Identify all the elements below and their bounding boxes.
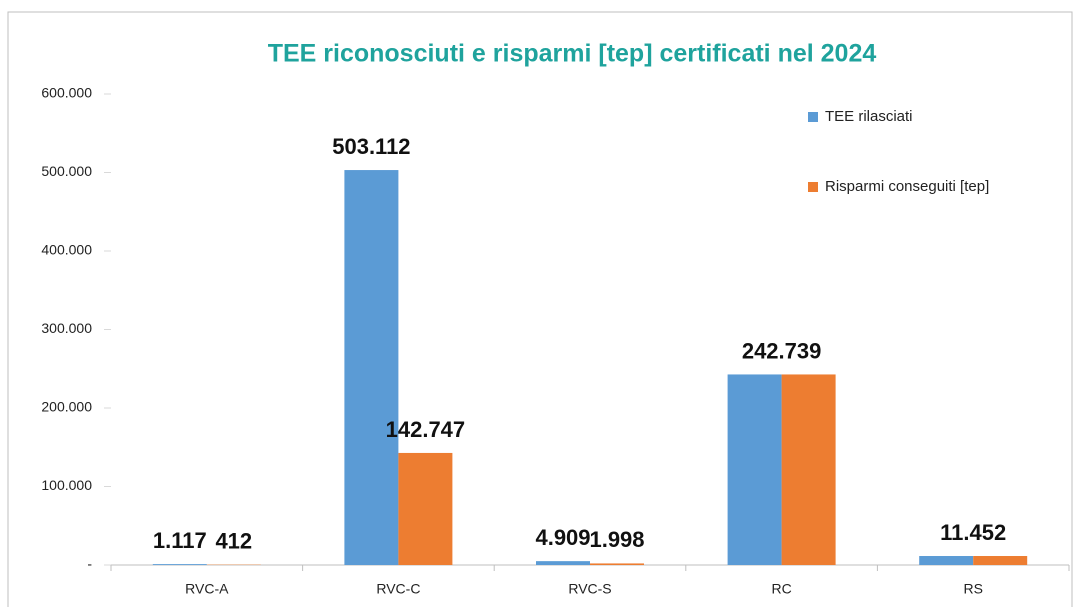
data-label: 412 (215, 528, 252, 553)
x-tick-label: RS (963, 581, 982, 597)
bar (727, 374, 782, 565)
y-tick-label: 300.000 (41, 320, 92, 336)
y-tick-label: 400.000 (41, 242, 92, 258)
legend-swatch (808, 182, 818, 192)
x-tick-label: RC (771, 581, 791, 597)
x-tick-label: RVC-S (568, 581, 611, 597)
data-label: 11.452 (940, 520, 1006, 545)
y-tick-label: 100.000 (41, 477, 92, 493)
x-tick-label: RVC-A (185, 581, 229, 597)
bar (590, 563, 644, 565)
x-tick-label: RVC-C (376, 581, 420, 597)
y-tick-label: 500.000 (41, 163, 92, 179)
legend-label: TEE rilasciati (825, 108, 913, 125)
bar (344, 170, 399, 566)
y-tick-label: - (87, 556, 92, 572)
legend-swatch (808, 112, 818, 122)
data-label: 1.117 (153, 528, 207, 553)
bar (973, 556, 1028, 565)
bar (152, 564, 207, 565)
bar (781, 374, 836, 565)
data-label: 4.909 (535, 525, 590, 550)
data-label: 1.998 (589, 527, 644, 552)
bar (919, 556, 974, 565)
bar (536, 561, 590, 565)
legend-label: Risparmi conseguiti [tep] (825, 178, 989, 195)
chart-title: TEE riconosciuti e risparmi [tep] certif… (268, 40, 877, 68)
data-label: 142.747 (386, 417, 466, 442)
bar (398, 452, 453, 565)
y-tick-label: 200.000 (41, 399, 92, 415)
y-tick-label: 600.000 (41, 85, 92, 101)
data-label: 503.112 (332, 134, 410, 159)
data-label: 242.739 (742, 338, 822, 363)
chart-frame (7, 11, 1073, 607)
